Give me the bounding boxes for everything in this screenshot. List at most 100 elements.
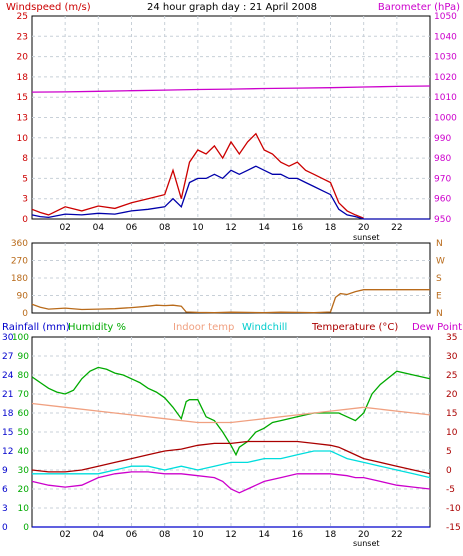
temperature-tick-label: 30 bbox=[446, 352, 458, 362]
humidity-tick-label: 80 bbox=[18, 371, 30, 381]
rainfall-tick-label: 3 bbox=[2, 504, 8, 514]
barometer-tick-label: 970 bbox=[434, 174, 451, 184]
x-tick-label: 10 bbox=[192, 223, 204, 233]
temperature-tick-label: 35 bbox=[446, 333, 457, 343]
rainfall-tick-label: 12 bbox=[2, 447, 13, 457]
temperature-humidity-x-tick-labels: 02 04 06 08 10 12 14 16 18 20 22 bbox=[59, 530, 402, 540]
rainfall-tick-label: 15 bbox=[2, 428, 13, 438]
rainfall-tick-label: 0 bbox=[2, 523, 8, 533]
x-tick-label: 04 bbox=[93, 223, 105, 233]
humidity-tick-label: 40 bbox=[18, 447, 30, 457]
x-tick-label: 20 bbox=[358, 223, 370, 233]
temperature-tick-label: 15 bbox=[446, 409, 457, 419]
series-line-windspeed-gust bbox=[31, 132, 364, 219]
direction-degree-tick-labels: 0 90 180 270 360 bbox=[11, 239, 28, 319]
direction-tick-label: 270 bbox=[11, 257, 28, 267]
x-tick-label: 22 bbox=[391, 530, 402, 540]
temperature-legend: Rainfall (mm) Humidity % Indoor temp Win… bbox=[2, 322, 462, 333]
legend-humidity: Humidity % bbox=[68, 322, 126, 333]
graph-title: 24 hour graph day : 21 April 2008 bbox=[147, 2, 317, 13]
windspeed-tick-label: 13 bbox=[17, 114, 28, 124]
temperature-humidity-series bbox=[31, 366, 431, 528]
x-tick-label: 06 bbox=[126, 223, 138, 233]
x-tick-label: 16 bbox=[292, 530, 304, 540]
compass-tick-label: N bbox=[436, 309, 443, 319]
rainfall-tick-label: 6 bbox=[2, 485, 8, 495]
series-line-humidity- bbox=[31, 366, 431, 457]
temperature-tick-label: -15 bbox=[446, 523, 461, 533]
rainfall-tick-label: 27 bbox=[2, 352, 13, 362]
x-tick-label: 04 bbox=[93, 530, 105, 540]
rainfall-tick-label: 24 bbox=[2, 371, 14, 381]
barometer-tick-label: 950 bbox=[434, 215, 451, 225]
windspeed-tick-label: 15 bbox=[17, 93, 28, 103]
series-line-barometer bbox=[31, 85, 431, 93]
humidity-tick-label: 20 bbox=[18, 485, 30, 495]
barometer-axis-title: Barometer (hPa) bbox=[378, 2, 460, 13]
rainfall-tick-labels: 0 3 6 9 12 15 18 21 24 27 30 bbox=[2, 333, 14, 533]
x-tick-label: 08 bbox=[159, 223, 171, 233]
barometer-tick-label: 1040 bbox=[434, 32, 457, 42]
direction-tick-label: 360 bbox=[11, 239, 28, 249]
windspeed-tick-label: 20 bbox=[17, 53, 29, 63]
x-tick-label: 02 bbox=[59, 530, 70, 540]
x-tick-label: 18 bbox=[325, 223, 337, 233]
barometer-tick-label: 1010 bbox=[434, 93, 457, 103]
compass-tick-label: S bbox=[436, 274, 442, 284]
humidity-tick-label: 0 bbox=[23, 523, 29, 533]
compass-tick-label: W bbox=[436, 257, 445, 267]
wind-direction-series bbox=[31, 289, 430, 314]
temperature-tick-label: 10 bbox=[446, 428, 458, 438]
temperature-tick-label: 0 bbox=[446, 466, 452, 476]
humidity-tick-label: 50 bbox=[18, 428, 30, 438]
windspeed-tick-label: 3 bbox=[22, 195, 28, 205]
wind-barometer-series bbox=[31, 85, 431, 220]
legend-indoor-temp: Indoor temp bbox=[173, 322, 234, 333]
legend-rainfall: Rainfall (mm) bbox=[2, 322, 70, 333]
windspeed-tick-label: 18 bbox=[17, 73, 29, 83]
windspeed-tick-label: 5 bbox=[22, 174, 28, 184]
barometer-tick-label: 1000 bbox=[434, 114, 457, 124]
x-tick-label: 22 bbox=[391, 223, 402, 233]
humidity-tick-label: 90 bbox=[18, 352, 30, 362]
x-tick-label: 16 bbox=[292, 223, 304, 233]
x-tick-label: 14 bbox=[258, 530, 270, 540]
x-tick-label: 02 bbox=[59, 223, 70, 233]
x-tick-label: 12 bbox=[225, 530, 236, 540]
barometer-tick-label: 1020 bbox=[434, 73, 457, 83]
x-tick-label: 12 bbox=[225, 223, 236, 233]
windspeed-tick-label: 25 bbox=[17, 12, 28, 22]
humidity-tick-label: 10 bbox=[18, 504, 30, 514]
rainfall-tick-label: 30 bbox=[2, 333, 14, 343]
x-tick-label: 10 bbox=[192, 530, 204, 540]
wind-barometer-x-tick-labels: 02 04 06 08 10 12 14 16 18 20 22 bbox=[59, 223, 402, 233]
temperature-tick-label: 25 bbox=[446, 371, 457, 381]
series-line-dew-point bbox=[31, 471, 431, 494]
temperature-tick-label: -5 bbox=[446, 485, 455, 495]
temperature-humidity-grid bbox=[32, 337, 430, 527]
x-tick-label: 08 bbox=[159, 530, 171, 540]
legend-windchill: Windchill bbox=[242, 322, 287, 333]
temperature-tick-label: 20 bbox=[446, 390, 458, 400]
rainfall-tick-label: 9 bbox=[2, 466, 8, 476]
x-tick-label: 18 bbox=[325, 530, 337, 540]
barometer-tick-label: 1030 bbox=[434, 53, 457, 63]
direction-tick-label: 90 bbox=[17, 292, 29, 302]
series-line-temperature-c- bbox=[31, 440, 431, 475]
humidity-tick-label: 70 bbox=[18, 390, 30, 400]
legend-temperature: Temperature (°C) bbox=[311, 322, 398, 333]
compass-tick-label: N bbox=[436, 239, 443, 249]
wind-direction-grid bbox=[32, 243, 430, 313]
series-line-windspeed-average bbox=[31, 165, 430, 220]
legend-dew-point: Dew Point bbox=[412, 322, 462, 333]
humidity-tick-labels: 0 10 20 30 40 50 60 70 80 90 100 bbox=[12, 333, 29, 533]
series-line-indoor-temp bbox=[31, 402, 431, 424]
direction-tick-label: 0 bbox=[22, 309, 28, 319]
sunset-label-1: sunset bbox=[353, 233, 380, 242]
direction-tick-label: 180 bbox=[11, 274, 28, 284]
barometer-tick-label: 990 bbox=[434, 134, 451, 144]
wind-barometer-grid bbox=[32, 16, 430, 219]
rainfall-tick-label: 21 bbox=[2, 390, 13, 400]
